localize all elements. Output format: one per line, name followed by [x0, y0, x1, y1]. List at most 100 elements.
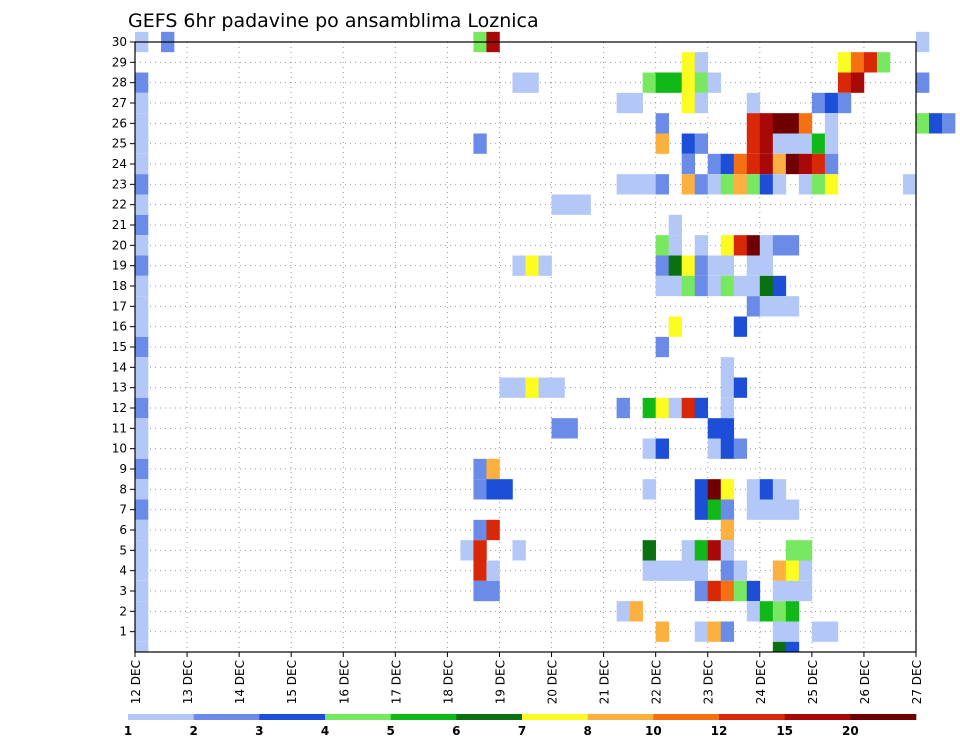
heatmap-cell	[733, 153, 748, 175]
heatmap-cell	[655, 560, 669, 581]
colorbar-segment	[522, 714, 588, 720]
y-tick-label: 20	[112, 238, 127, 252]
heatmap-cell	[655, 174, 669, 195]
colorbar: 1 2 3 4 5 6 7 8 10 12 15 20	[124, 714, 917, 738]
heatmap-cell	[720, 174, 735, 195]
heatmap-cell	[759, 479, 774, 500]
heatmap-cell	[486, 560, 500, 581]
heatmap-cell	[694, 275, 709, 297]
heatmap-cell	[746, 499, 761, 520]
heatmap-cell	[707, 580, 722, 602]
heatmap-cell	[720, 519, 735, 541]
heatmap-cell	[759, 113, 774, 134]
heatmap-cell	[720, 235, 735, 256]
heatmap-cell	[720, 540, 735, 561]
heatmap-cell	[135, 153, 149, 175]
heatmap-cell	[759, 255, 774, 276]
heatmap-cell	[642, 438, 656, 459]
heatmap-cell	[473, 479, 487, 500]
x-tick-label: 18 DEC	[441, 660, 455, 704]
colorbar-segment	[587, 714, 654, 720]
heatmap-cell	[733, 560, 748, 581]
heatmap-cell	[772, 580, 787, 602]
heatmap-cell	[668, 397, 682, 419]
heatmap-cell	[798, 540, 813, 561]
heatmap-cell	[837, 92, 852, 114]
heatmap-cell	[707, 438, 722, 459]
heatmap-cell	[746, 153, 761, 175]
heatmap-cell	[668, 255, 682, 276]
y-tick-label: 15	[112, 340, 127, 354]
heatmap-cell	[512, 72, 526, 93]
y-tick-label: 7	[119, 503, 127, 517]
x-tick-label: 25 DEC	[806, 660, 820, 704]
heatmap-cell	[135, 479, 149, 500]
heatmap-cell	[785, 540, 800, 561]
heatmap-cell	[837, 72, 852, 93]
heatmap-cell	[824, 153, 839, 175]
heatmap-cell	[135, 377, 149, 398]
heatmap-cell	[746, 601, 761, 622]
y-tick-label: 14	[112, 360, 127, 374]
colorbar-label: 12	[711, 724, 728, 738]
heatmap-cell	[655, 336, 669, 358]
heatmap-cell	[785, 641, 800, 652]
heatmap-cell	[135, 397, 149, 419]
heatmap-cell	[135, 580, 149, 602]
colorbar-label: 6	[452, 724, 460, 738]
heatmap-cell	[681, 153, 696, 175]
heatmap-cell	[473, 133, 487, 154]
heatmap-cell	[772, 296, 787, 317]
heatmap-cell	[135, 621, 149, 642]
heatmap-cell	[564, 194, 578, 215]
heatmap-cell	[720, 479, 735, 500]
heatmap-cell	[135, 601, 149, 622]
heatmap-cell	[655, 275, 669, 297]
heatmap-cell	[720, 397, 735, 419]
heatmap-cell	[811, 92, 826, 114]
heatmap-cell	[642, 174, 656, 195]
heatmap-cell	[733, 438, 748, 459]
heatmap-cell	[668, 214, 682, 236]
x-tick-label: 19 DEC	[493, 660, 507, 704]
heatmap-cell	[746, 275, 761, 297]
colorbar-label: 5	[386, 724, 394, 738]
y-tick-label: 8	[119, 482, 127, 496]
colorbar-segment	[653, 714, 720, 720]
x-tick-label: 15 DEC	[285, 660, 299, 704]
heatmap-cell	[473, 540, 487, 561]
heatmap-cell	[135, 194, 149, 215]
heatmap-cell	[824, 92, 839, 114]
heatmap-cell	[824, 174, 839, 195]
heatmap-cell	[135, 499, 149, 520]
heatmap-cell	[720, 275, 735, 297]
heatmap-cell	[759, 174, 774, 195]
heatmap-cell	[759, 153, 774, 175]
heatmap-cell	[694, 580, 709, 602]
heatmap-cell	[694, 540, 709, 561]
y-tick-label: 4	[119, 564, 127, 578]
heatmap-cell	[772, 235, 787, 256]
heatmap-cell	[746, 92, 761, 114]
heatmap-cell	[486, 479, 500, 500]
heatmap-cell	[837, 52, 852, 73]
heatmap-cell	[655, 397, 669, 419]
heatmap-cell	[642, 540, 656, 561]
heatmap-cell	[499, 377, 513, 398]
heatmap-cell	[916, 72, 930, 93]
heatmap-cell	[538, 255, 552, 276]
heatmap-cell	[733, 275, 748, 297]
heatmap-cell	[746, 235, 761, 256]
heatmap-cell	[720, 560, 735, 581]
heatmap-cell	[655, 113, 669, 134]
heatmap-cell	[824, 621, 839, 642]
heatmap-cell	[525, 255, 539, 276]
heatmap-cell	[655, 133, 669, 154]
heatmap-cell	[811, 133, 826, 154]
heatmap-cell	[759, 275, 774, 297]
heatmap-cell	[512, 255, 526, 276]
heatmap-cell	[616, 92, 630, 114]
heatmap-cell	[772, 499, 787, 520]
heatmap-cell	[460, 540, 474, 561]
